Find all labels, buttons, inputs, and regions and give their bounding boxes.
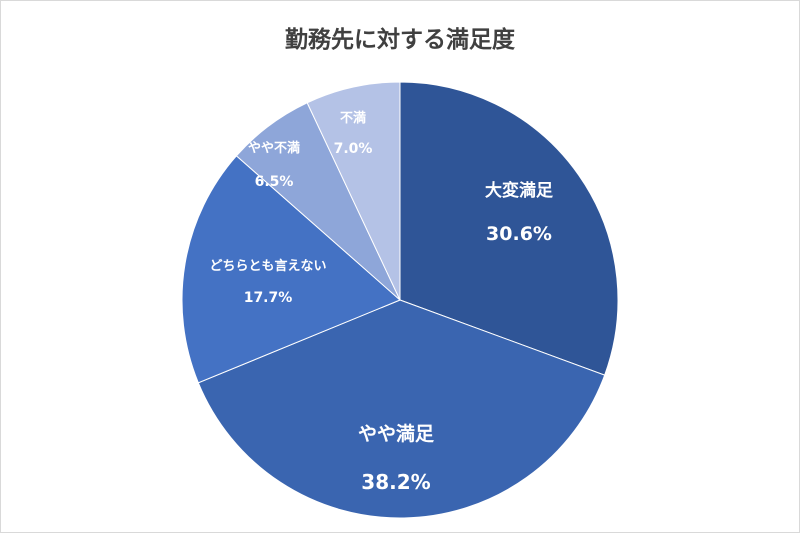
pie-slice: [197, 299, 606, 519]
pie-labels: 大変満足 30.6% やや満足 38.2% どちらとも言えない 17.7% やや不満 6.5%…: [209, 110, 553, 494]
pie-slice: [181, 155, 401, 384]
slice-value-label: 17.7%: [244, 290, 293, 306]
slice-category-label: やや不満: [248, 140, 300, 156]
slice-category-label: やや満足: [358, 423, 435, 445]
pie-slice: [306, 81, 401, 301]
chart-title: 勤務先に対する満足度: [285, 27, 515, 53]
slice-value-label: 6.5%: [255, 174, 294, 190]
slice-category-label: 不満: [340, 110, 366, 126]
slice-category-label: どちらとも言えない: [209, 258, 326, 274]
pie-slice: [399, 81, 619, 376]
slice-value-label: 7.0%: [334, 141, 373, 157]
pie-slices: [181, 81, 619, 519]
slice-category-label: 大変満足: [485, 180, 553, 201]
slice-value-label: 30.6%: [486, 223, 552, 245]
slice-value-label: 38.2%: [361, 470, 430, 494]
